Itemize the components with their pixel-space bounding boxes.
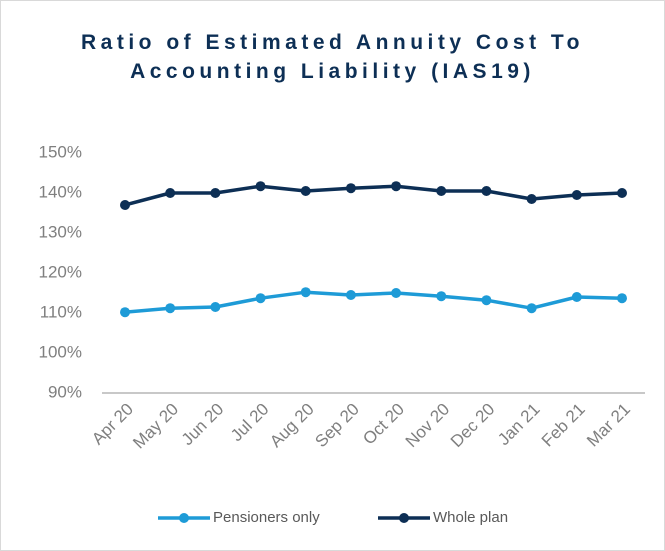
x-tick-label: Jun 20 xyxy=(178,400,228,450)
x-tick-label: May 20 xyxy=(129,400,182,453)
data-point xyxy=(165,303,176,314)
data-point xyxy=(210,188,221,198)
series-line xyxy=(124,184,623,207)
data-point xyxy=(255,181,266,192)
data-point xyxy=(120,307,130,318)
y-tick-label: 150% xyxy=(39,142,82,161)
y-tick-label: 120% xyxy=(39,262,82,281)
legend-marker xyxy=(179,513,189,523)
data-point xyxy=(526,194,537,204)
data-point xyxy=(481,186,492,196)
y-tick-label: 100% xyxy=(39,342,82,361)
y-tick-label: 140% xyxy=(39,182,82,201)
data-point xyxy=(526,303,537,314)
y-tick-label: 130% xyxy=(39,222,82,241)
y-tick-label: 90% xyxy=(48,382,82,401)
data-point xyxy=(300,287,311,298)
x-tick-label: Oct 20 xyxy=(359,400,408,449)
data-point xyxy=(345,183,356,194)
data-point xyxy=(210,302,221,312)
data-point xyxy=(165,188,176,198)
x-tick-label: Mar 21 xyxy=(583,400,634,451)
data-point xyxy=(481,295,492,306)
x-tick-label: Sep 20 xyxy=(311,400,363,452)
series-line xyxy=(124,290,623,314)
data-point xyxy=(571,190,582,200)
chart-title: Ratio of Estimated Annuity Cost To Accou… xyxy=(81,31,584,83)
data-point xyxy=(345,290,356,300)
x-tick-label: Dec 20 xyxy=(447,400,499,452)
data-point xyxy=(436,186,447,196)
legend-label: Whole plan xyxy=(433,509,508,526)
legend-label: Pensioners only xyxy=(213,509,320,526)
legend-marker xyxy=(399,513,409,523)
data-point xyxy=(255,293,266,304)
x-tick-label: Aug 20 xyxy=(266,400,318,452)
data-point xyxy=(617,188,627,198)
data-point xyxy=(391,288,402,298)
data-point xyxy=(617,293,627,304)
data-point xyxy=(300,186,311,196)
data-point xyxy=(571,292,582,302)
x-tick-label: Feb 21 xyxy=(538,400,589,451)
data-point xyxy=(391,181,402,192)
x-tick-label: Nov 20 xyxy=(402,400,454,452)
x-tick-label: Apr 20 xyxy=(88,400,137,449)
x-tick-label: Jan 21 xyxy=(494,400,544,450)
y-tick-label: 110% xyxy=(40,302,82,321)
data-point xyxy=(436,291,447,302)
data-point xyxy=(120,200,130,210)
